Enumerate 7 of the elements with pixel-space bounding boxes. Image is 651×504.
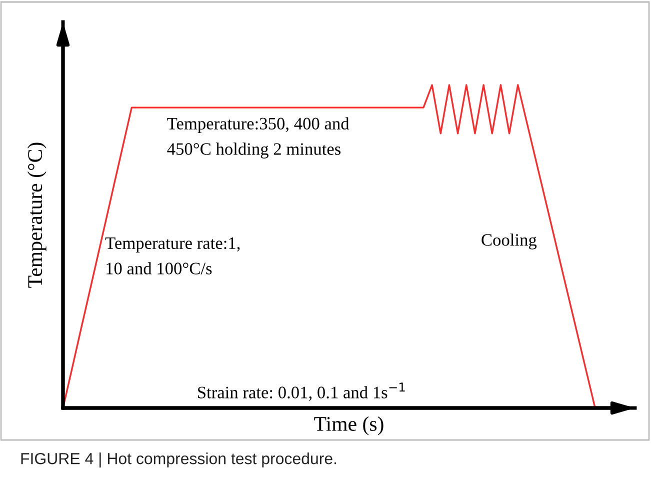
annotation: Temperature:350, 400 and 450°C holding 2 minutes	[167, 117, 350, 158]
x-axis-title: Time (s)	[314, 416, 384, 436]
y-axis-title: Temperature (°C)	[27, 142, 46, 288]
caption: FIGURE 4 | Hot compression test procedure.	[21, 452, 336, 468]
annotation: Cooling	[482, 234, 537, 250]
annotation: Strain rate: 0.01, 0.1 and 1s$^{−1}$	[198, 382, 405, 401]
annotation: Temperature rate:1, 10 and 100°C/s	[105, 237, 240, 274]
